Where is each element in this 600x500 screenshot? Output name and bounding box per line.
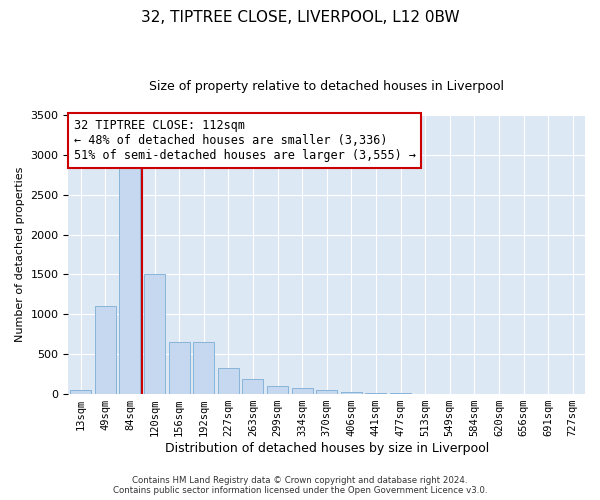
- Bar: [193, 342, 214, 394]
- Bar: [242, 378, 263, 394]
- Bar: [218, 368, 239, 394]
- X-axis label: Distribution of detached houses by size in Liverpool: Distribution of detached houses by size …: [164, 442, 489, 455]
- Title: Size of property relative to detached houses in Liverpool: Size of property relative to detached ho…: [149, 80, 504, 93]
- Text: Contains HM Land Registry data © Crown copyright and database right 2024.
Contai: Contains HM Land Registry data © Crown c…: [113, 476, 487, 495]
- Bar: [144, 274, 165, 394]
- Y-axis label: Number of detached properties: Number of detached properties: [15, 167, 25, 342]
- Bar: [316, 390, 337, 394]
- Text: 32 TIPTREE CLOSE: 112sqm
← 48% of detached houses are smaller (3,336)
51% of sem: 32 TIPTREE CLOSE: 112sqm ← 48% of detach…: [74, 119, 416, 162]
- Text: 32, TIPTREE CLOSE, LIVERPOOL, L12 0BW: 32, TIPTREE CLOSE, LIVERPOOL, L12 0BW: [140, 10, 460, 25]
- Bar: [365, 393, 386, 394]
- Bar: [70, 390, 91, 394]
- Bar: [341, 392, 362, 394]
- Bar: [292, 388, 313, 394]
- Bar: [169, 342, 190, 394]
- Bar: [267, 386, 288, 394]
- Bar: [95, 306, 116, 394]
- Bar: [119, 159, 140, 394]
